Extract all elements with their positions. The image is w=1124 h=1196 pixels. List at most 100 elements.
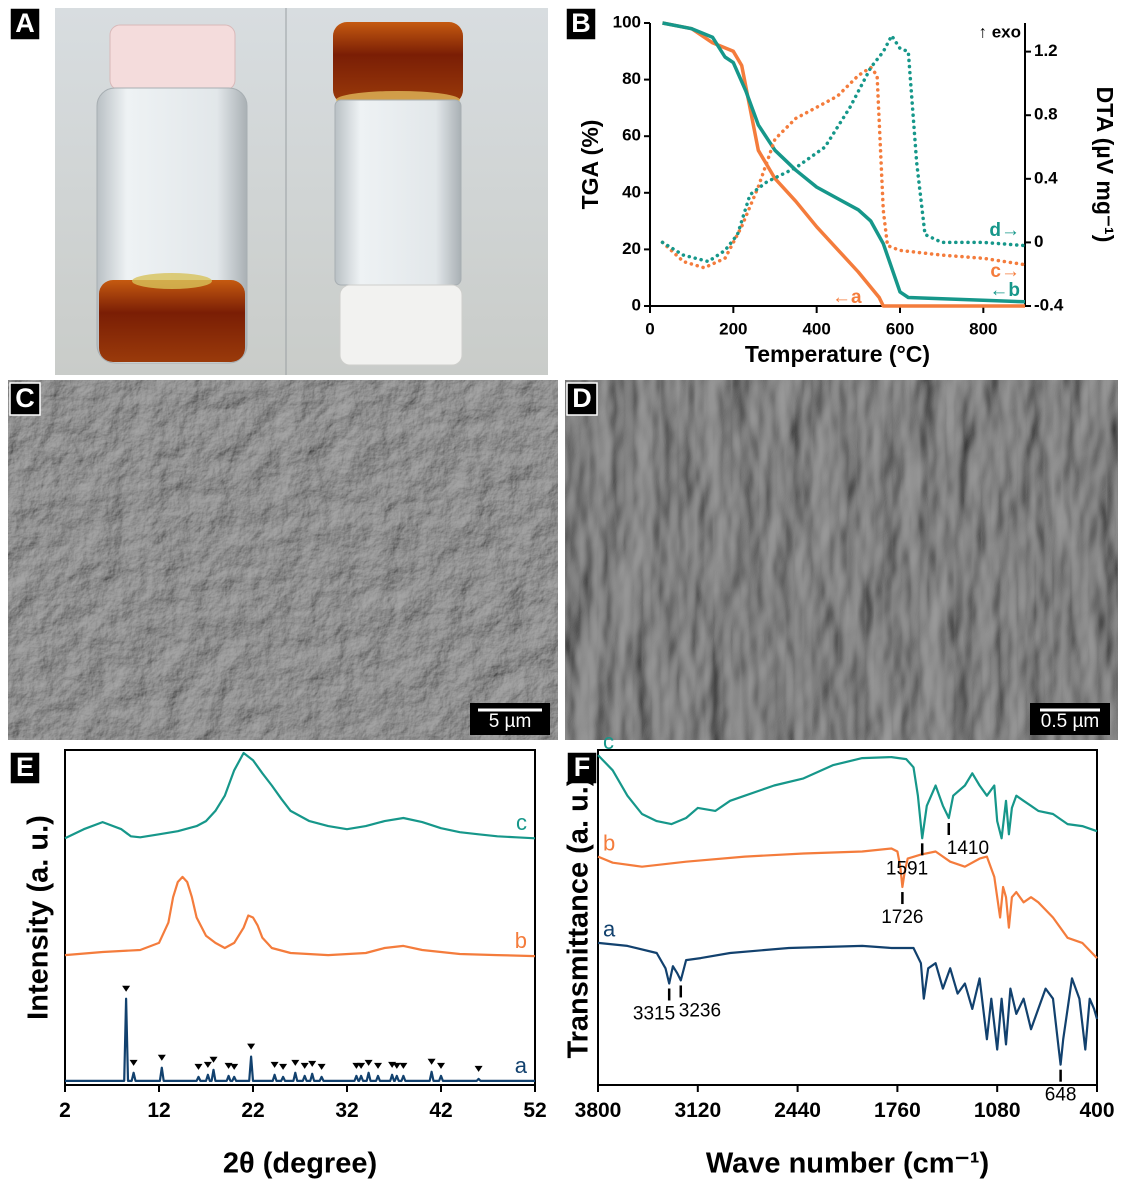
series-label: c [603,729,614,754]
x-tick-label: 600 [886,320,914,339]
x-tick-label: 1760 [874,1099,921,1122]
panel-label: B [571,8,591,38]
peak-label: 3315 [633,1004,675,1025]
series-line [660,33,1027,264]
series-label: a [603,917,616,942]
x-tick-label: 42 [429,1099,452,1122]
x-tick-label: 400 [1079,1099,1114,1122]
x-tick-label: 2 [59,1099,71,1122]
panel-label: C [15,383,35,413]
peak-marker [230,1063,239,1070]
panel-label-box [565,7,597,41]
x-tick-label: 12 [147,1099,170,1122]
x-axis-label: Temperature (°C) [745,341,930,367]
peak-marker [399,1062,408,1069]
sem-image [565,380,1118,740]
y-tick-label: 80 [622,69,641,88]
peak-marker [308,1060,317,1067]
y-tick-label: 0 [632,295,641,314]
series-label: ←b [989,280,1020,301]
series-label: b [603,830,615,855]
panel-label: A [15,8,35,38]
x-tick-label: 52 [523,1099,546,1122]
series-label: d→ [989,220,1020,241]
y-tick-label: 100 [613,12,641,31]
series-label: b [515,928,527,953]
y2-axis-label: DTA (µV mg⁻¹) [1092,87,1118,243]
panel-label: E [16,752,34,782]
x-tick-label: 400 [802,320,830,339]
panel-label-box [9,7,41,41]
peak-marker [437,1062,445,1069]
scale-bar-box [1030,703,1110,735]
y2-tick-label: 0.8 [1034,105,1058,124]
peak-label: 3236 [679,1000,721,1021]
x-axis-label: Wave number (cm⁻¹) [706,1148,989,1180]
series-line [597,941,1099,1066]
panel-label-box [9,382,41,416]
peak-marker [279,1063,288,1070]
vial-glass [334,99,462,286]
peak-marker [194,1063,203,1070]
y2-tick-label: 1.2 [1034,41,1058,60]
peak-marker [300,1062,309,1069]
vial-cap [109,24,236,91]
series-line [65,997,535,1082]
gel-surface [132,273,212,289]
x-tick-label: 200 [719,320,747,339]
series-label: c→ [990,261,1020,282]
scale-bar-label: 5 µm [489,711,532,732]
scale-bar-box [470,703,550,735]
annotation: ↑ exo [978,22,1021,41]
panel-label: F [574,752,591,782]
y2-tick-label: -0.4 [1034,295,1064,314]
peak-marker [209,1056,218,1063]
peak-marker [357,1062,366,1069]
series-label: c [516,810,527,835]
peak-label: 648 [1045,1085,1077,1106]
series-line [64,751,536,840]
x-tick-label: 2440 [774,1099,821,1122]
peak-marker [392,1062,401,1069]
y2-tick-label: 0 [1034,232,1043,251]
vial-liquid [99,280,245,362]
y-tick-label: 60 [622,126,641,145]
peak-marker [291,1059,300,1066]
series-line [597,754,1098,840]
sem-image [8,380,558,740]
x-axis-label: 2θ (degree) [223,1148,377,1180]
y2-tick-label: 0.4 [1034,168,1058,187]
x-tick-label: 800 [969,320,997,339]
peak-marker [247,1043,256,1050]
peak-marker [474,1065,483,1072]
x-tick-label: 3120 [674,1099,721,1122]
peak-marker [427,1058,436,1065]
peak-marker [157,1054,166,1061]
y-axis-label: Transmittance (a. u.) [563,776,595,1058]
series-line [64,875,536,958]
peak-label: 1591 [886,858,928,879]
plot-frame [597,749,1098,1086]
series-label: a [515,1053,528,1078]
panel-label-box [566,382,598,416]
vial-cap [339,284,463,366]
peak-marker [317,1063,326,1070]
peak-marker [364,1059,373,1066]
panel-label: D [572,383,592,413]
series-line [660,65,1027,270]
peak-marker [224,1062,233,1069]
x-tick-label: 32 [335,1099,358,1122]
peak-marker [374,1062,383,1069]
y-tick-label: 20 [622,239,641,258]
scale-bar-label: 0.5 µm [1041,711,1099,732]
peak-marker [203,1061,212,1068]
peak-marker [122,985,131,992]
series-line [662,21,1025,308]
x-tick-label: 0 [645,320,654,339]
peak-label: 1726 [881,907,923,928]
y-axis-label: Intensity (a. u.) [23,815,55,1020]
peak-marker [129,1059,138,1066]
vial-liquid [333,22,463,104]
series-label: ←a [832,287,862,308]
